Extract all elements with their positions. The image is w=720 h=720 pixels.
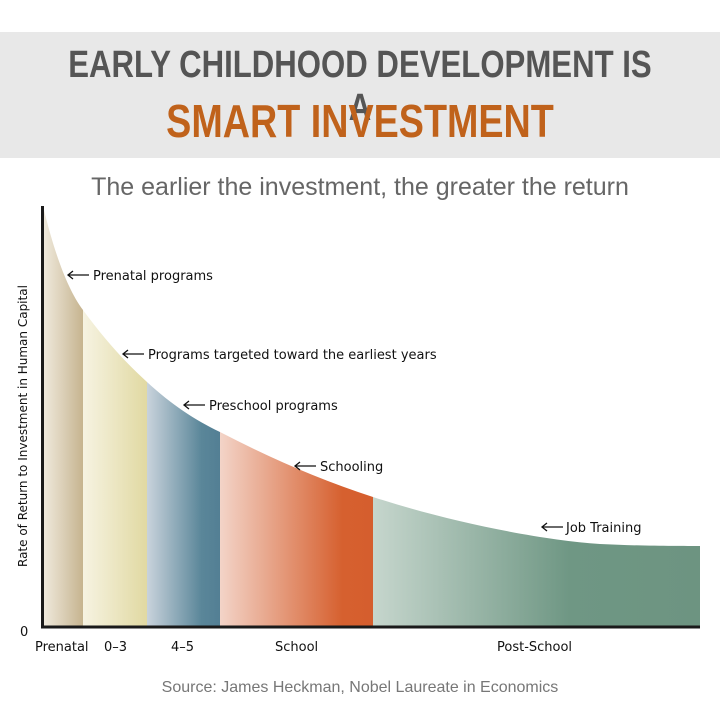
title-line-1: EARLY CHILDHOOD DEVELOPMENT IS A xyxy=(68,44,652,129)
svg-text:Programs targeted toward the e: Programs targeted toward the earliest ye… xyxy=(148,348,437,363)
return-curve-area xyxy=(44,210,700,627)
annotation-preschool: Preschool programs xyxy=(182,399,338,414)
x-label-school: School xyxy=(275,640,318,655)
svg-text:Prenatal programs: Prenatal programs xyxy=(93,269,213,284)
svg-text:Job Training: Job Training xyxy=(565,521,641,536)
arrow-left-icon xyxy=(540,522,563,532)
arrow-left-icon xyxy=(293,461,316,471)
svg-text:Preschool programs: Preschool programs xyxy=(209,399,338,414)
title-banner xyxy=(0,32,720,158)
x-label-post-school: Post-School xyxy=(497,640,572,655)
band-0-3 xyxy=(83,210,147,627)
x-label-prenatal: Prenatal xyxy=(35,640,89,655)
annotation-job-training: Job Training xyxy=(540,521,641,536)
y-tick-0: 0 xyxy=(20,625,28,640)
band-prenatal xyxy=(44,210,83,627)
svg-text:Schooling: Schooling xyxy=(320,460,383,475)
arrow-left-icon xyxy=(121,349,144,359)
annotation-earliest-years: Programs targeted toward the earliest ye… xyxy=(121,348,437,363)
subtitle: The earlier the investment, the greater … xyxy=(91,173,629,201)
band-post-school xyxy=(373,210,700,627)
arrow-left-icon xyxy=(66,270,89,280)
annotation-prenatal: Prenatal programs xyxy=(66,269,213,284)
title-line-2: SMART INVESTMENT xyxy=(166,95,554,147)
x-label-0-3: 0–3 xyxy=(104,640,127,655)
annotation-schooling: Schooling xyxy=(293,460,383,475)
source-caption: Source: James Heckman, Nobel Laureate in… xyxy=(161,679,559,696)
y-axis-label: Rate of Return to Investment in Human Ca… xyxy=(16,285,30,567)
x-label-4-5: 4–5 xyxy=(171,640,194,655)
arrow-left-icon xyxy=(182,400,205,410)
